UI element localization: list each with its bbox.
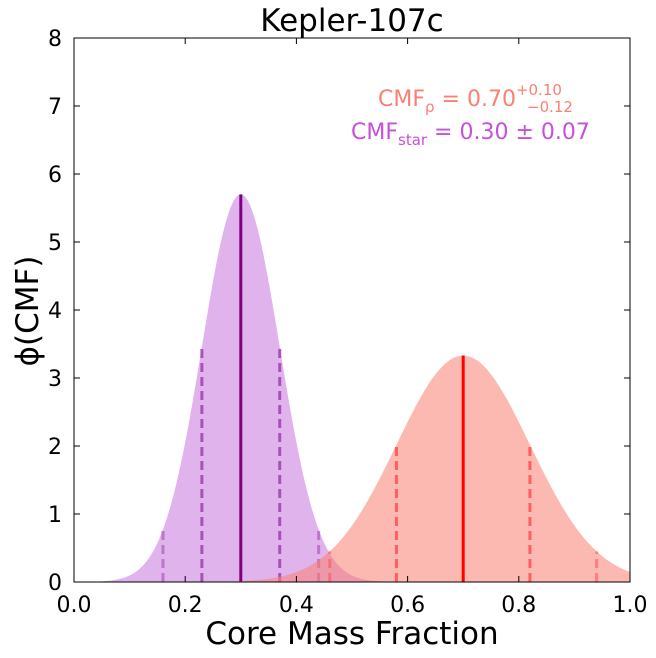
annotation-rho-sup: +0.10 bbox=[516, 81, 562, 99]
tick-layer: 0.0 0.2 0.4 0.6 0.8 1.0 0 1 2 3 4 5 6 7 8 bbox=[48, 27, 648, 618]
annotation-star-sub: star bbox=[398, 131, 428, 149]
annotation-rho-sub: ρ bbox=[425, 98, 435, 116]
series-cmf-rho bbox=[74, 355, 630, 582]
annotation-star-base: CMF bbox=[351, 120, 398, 145]
x-tick-label: 0.6 bbox=[390, 593, 425, 618]
distribution-area bbox=[74, 194, 630, 582]
x-tick-label: 0.8 bbox=[501, 593, 536, 618]
x-tick-label: 1.0 bbox=[613, 593, 648, 618]
x-axis-label: Core Mass Fraction bbox=[205, 616, 498, 652]
y-tick-label: 3 bbox=[48, 367, 62, 392]
y-tick-label: 0 bbox=[48, 571, 62, 596]
series-layer bbox=[74, 194, 630, 582]
chart-title: Kepler-107c bbox=[260, 3, 443, 39]
x-tick-label: 0.0 bbox=[57, 593, 92, 618]
annotation-rho-low: −0.12 bbox=[527, 98, 573, 116]
annotation-rho-value: = 0.70 bbox=[435, 87, 516, 112]
y-tick-label: 5 bbox=[48, 231, 62, 256]
annotation-cmf-rho: CMFρ = 0.70+0.10 bbox=[378, 81, 562, 116]
annotation-star-value: = 0.30 ± 0.07 bbox=[427, 120, 590, 145]
y-axis-label: ϕ(CMF) bbox=[10, 256, 46, 367]
y-tick-label: 7 bbox=[48, 95, 62, 120]
distribution-area bbox=[74, 355, 630, 582]
x-tick-label: 0.2 bbox=[168, 593, 203, 618]
y-tick-label: 8 bbox=[48, 27, 62, 52]
annotation-rho-base: CMF bbox=[378, 87, 425, 112]
y-tick-label: 6 bbox=[48, 163, 62, 188]
y-tick-label: 1 bbox=[48, 503, 62, 528]
y-tick-label: 4 bbox=[48, 299, 62, 324]
y-tick-label: 2 bbox=[48, 435, 62, 460]
x-tick-label: 0.4 bbox=[279, 593, 314, 618]
annotation-cmf-star: CMFstar = 0.30 ± 0.07 bbox=[351, 120, 590, 149]
series-cmf-star bbox=[74, 194, 630, 582]
